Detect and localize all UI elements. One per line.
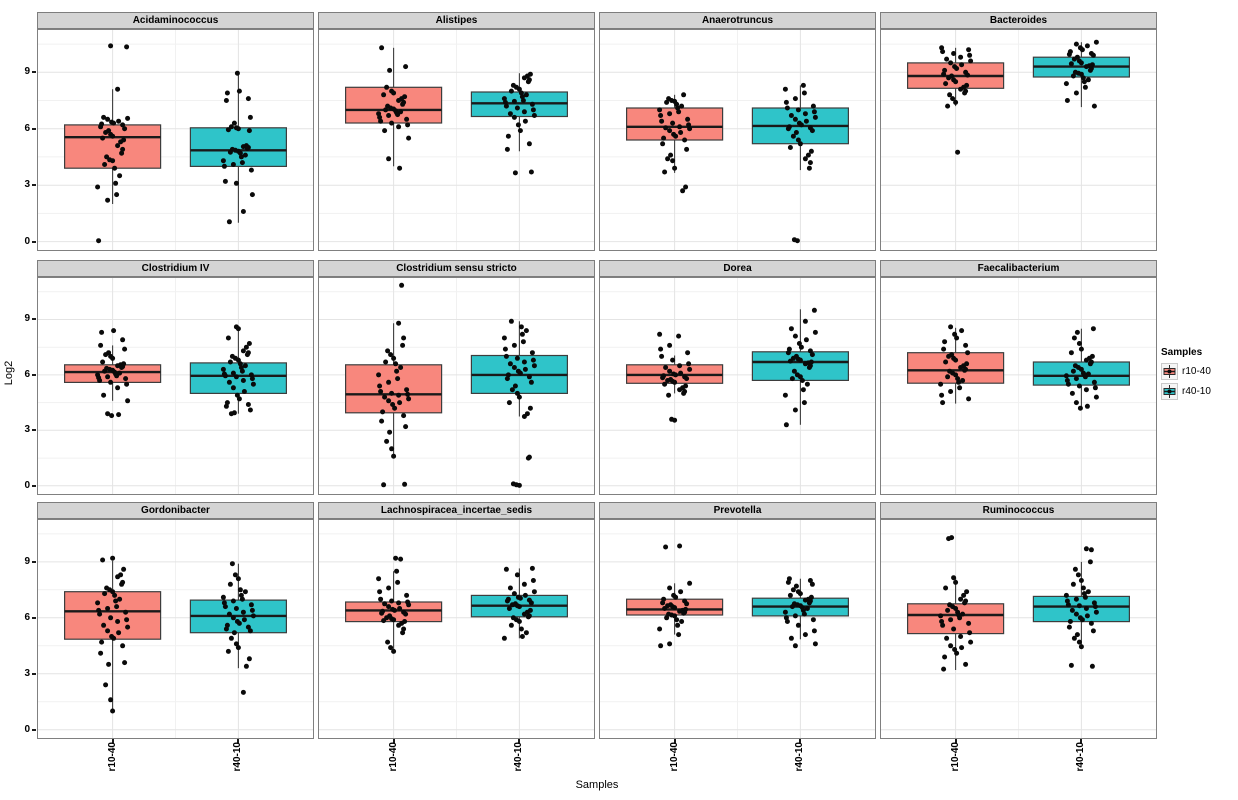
facet-strip: Dorea (599, 260, 876, 277)
x-tick-mark (1080, 739, 1082, 743)
y-tick-mark (32, 374, 36, 376)
x-tick-mark (518, 739, 520, 743)
y-tick-mark (32, 71, 36, 73)
facet-clostridium-iv: Clostridium IV (37, 260, 314, 495)
boxplot-key-icon-r10-40 (1161, 363, 1178, 380)
y-tick-label: 0 (24, 236, 30, 247)
x-tick-mark (799, 739, 801, 743)
y-tick-mark (32, 617, 36, 619)
x-tick-mark (112, 739, 114, 743)
facet-strip: Alistipes (318, 12, 595, 29)
legend-title: Samples (1161, 347, 1203, 358)
facet-panel (37, 277, 314, 495)
facet-bacteroides: Bacteroides (880, 12, 1157, 251)
y-tick-label: 9 (24, 313, 30, 324)
facet-strip: Acidaminococcus (37, 12, 314, 29)
facet-title: Anaerotruncus (701, 15, 774, 26)
facet-title: Alistipes (435, 15, 478, 26)
y-tick-mark (32, 429, 36, 431)
legend: Samples r10-40 r40-10 (1161, 347, 1237, 403)
facet-panel (37, 519, 314, 739)
y-tick-label: 6 (24, 123, 30, 134)
facet-strip: Ruminococcus (880, 502, 1157, 519)
y-tick-mark (32, 561, 36, 563)
facet-panel (880, 519, 1157, 739)
y-tick-label: 6 (24, 369, 30, 380)
y-tick-mark (32, 241, 36, 243)
facet-panel (318, 29, 595, 251)
facet-title: Lachnospiracea_incertae_sedis (380, 505, 533, 516)
facet-panel (599, 29, 876, 251)
box-r10-40 (64, 591, 162, 640)
facet-panel (37, 29, 314, 251)
facet-clostridium-sensu-stricto: Clostridium sensu stricto (318, 260, 595, 495)
x-tick-mark (674, 739, 676, 743)
legend-entry-r10-40: r10-40 (1161, 363, 1237, 380)
x-tick-mark (237, 739, 239, 743)
facet-gordonibacter: Gordonibacter (37, 502, 314, 739)
y-tick-label: 6 (24, 612, 30, 623)
facet-anaerotruncus: Anaerotruncus (599, 12, 876, 251)
x-axis-title: Samples (575, 779, 619, 791)
y-tick-label: 3 (24, 424, 30, 435)
facet-strip: Anaerotruncus (599, 12, 876, 29)
facet-title: Ruminococcus (982, 505, 1055, 516)
facet-panel (599, 277, 876, 495)
boxplot-key-icon-r40-10 (1161, 383, 1178, 400)
box-r40-10 (189, 127, 287, 168)
facet-alistipes: Alistipes (318, 12, 595, 251)
y-tick-mark (32, 128, 36, 130)
facet-strip: Prevotella (599, 502, 876, 519)
facet-dorea: Dorea (599, 260, 876, 495)
facet-title: Faecalibacterium (977, 263, 1060, 274)
y-tick-mark (32, 184, 36, 186)
facet-title: Clostridium IV (141, 263, 210, 274)
y-tick-label: 0 (24, 724, 30, 735)
facet-title: Acidaminococcus (132, 15, 219, 26)
x-tick-mark (955, 739, 957, 743)
y-tick-label: 3 (24, 179, 30, 190)
facet-faecalibacterium: Faecalibacterium (880, 260, 1157, 495)
facet-strip: Clostridium sensu stricto (318, 260, 595, 277)
legend-entry-r40-10: r40-10 (1161, 383, 1237, 400)
facet-strip: Lachnospiracea_incertae_sedis (318, 502, 595, 519)
facet-panel (318, 277, 595, 495)
facet-strip: Bacteroides (880, 12, 1157, 29)
facet-title: Clostridium sensu stricto (396, 263, 517, 274)
legend-label: r10-40 (1182, 366, 1211, 377)
y-tick-label: 0 (24, 480, 30, 491)
facet-ruminococcus: Ruminococcus (880, 502, 1157, 739)
facet-panel (880, 277, 1157, 495)
facet-panel (599, 519, 876, 739)
y-tick-mark (32, 318, 36, 320)
facet-strip: Gordonibacter (37, 502, 314, 519)
y-tick-mark (32, 485, 36, 487)
facet-prevotella: Prevotella (599, 502, 876, 739)
y-tick-mark (32, 729, 36, 731)
facet-title: Gordonibacter (141, 505, 210, 516)
facet-strip: Faecalibacterium (880, 260, 1157, 277)
y-tick-label: 9 (24, 556, 30, 567)
y-tick-mark (32, 673, 36, 675)
facet-title: Prevotella (713, 505, 762, 516)
y-tick-label: 3 (24, 668, 30, 679)
facet-panel (318, 519, 595, 739)
x-tick-mark (393, 739, 395, 743)
y-tick-label: 9 (24, 66, 30, 77)
facet-title: Bacteroides (989, 15, 1048, 26)
facet-lachnospiracea-incertae-sedis: Lachnospiracea_incertae_sedis (318, 502, 595, 739)
facet-acidaminococcus: Acidaminococcus (37, 12, 314, 251)
facet-title: Dorea (723, 263, 752, 274)
facet-strip: Clostridium IV (37, 260, 314, 277)
facet-panel (880, 29, 1157, 251)
legend-label: r40-10 (1182, 386, 1211, 397)
